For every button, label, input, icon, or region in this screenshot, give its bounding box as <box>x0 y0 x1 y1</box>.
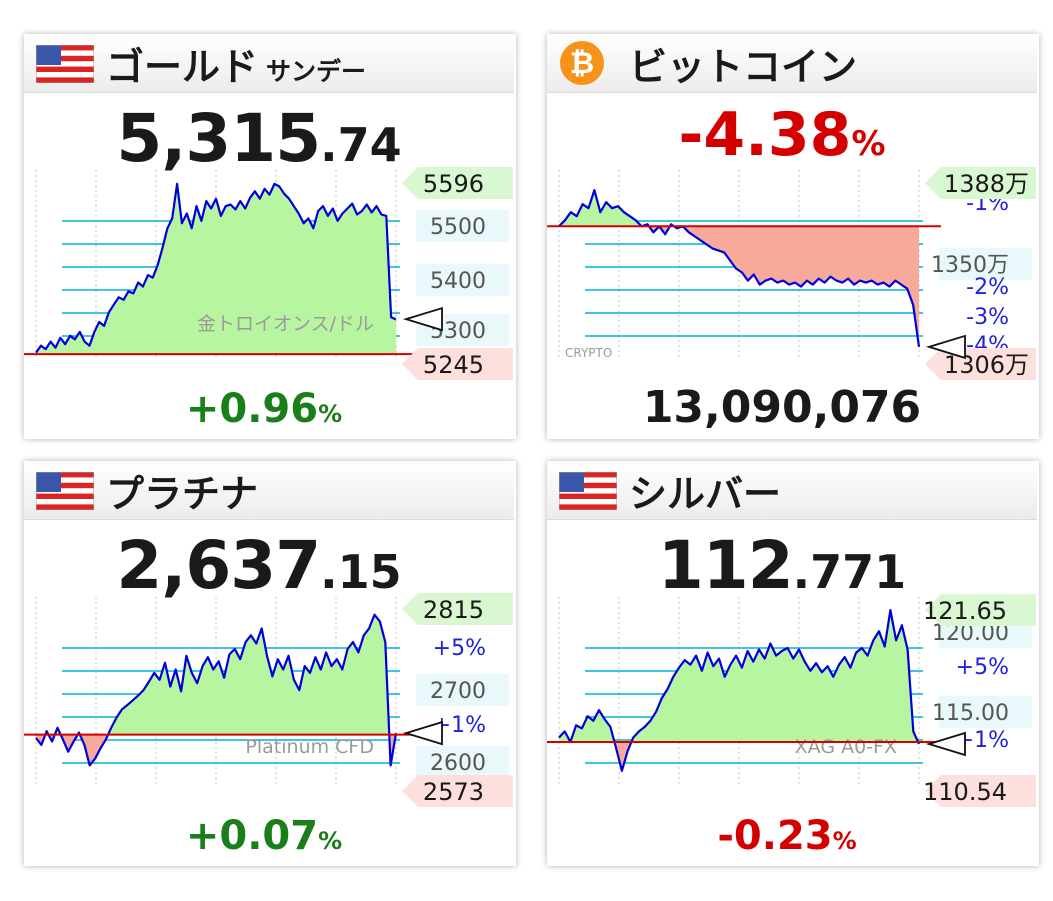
bitcoin-icon: ₿ <box>560 41 604 85</box>
silver-header: シルバー <box>547 461 1037 520</box>
tick-tag-bg <box>416 674 509 706</box>
gold-price-decimal: .74 <box>320 118 402 172</box>
high-tag-bg <box>925 167 1036 199</box>
bitcoin-title: ビットコイン <box>629 45 858 89</box>
platinum-panel[interactable]: プラチナ 2,637.15 Platinum CFD 2700 2600 +5% +1%… <box>24 461 516 866</box>
high-tag-bg <box>402 593 513 625</box>
bitcoin-change-unit: % <box>851 124 886 164</box>
chart-watermark: CRYPTO <box>565 346 612 360</box>
gold-change-unit: % <box>318 400 343 428</box>
platinum-change: +0.07% <box>24 813 504 859</box>
us-flag-icon <box>36 472 94 510</box>
platinum-price-decimal: .15 <box>320 545 402 599</box>
gold-panel[interactable]: ゴールド サンデー 5,315.74 金トロイオンス/ドル 5500 5400 5300… <box>24 34 516 439</box>
tick-label: 2600 <box>430 751 486 776</box>
high-label: 2815 <box>423 596 484 624</box>
tick-label: 2700 <box>430 679 486 704</box>
bitcoin-change-value: -4.38 <box>678 100 852 170</box>
chart-watermark: 金トロイオンス/ドル <box>197 313 374 335</box>
tick-label: 5400 <box>430 269 486 294</box>
chart-watermark: XAG A0-FX <box>795 736 897 758</box>
gold-change-value: +0.96 <box>185 386 319 432</box>
tick-tag-bg <box>416 746 509 778</box>
gold-change: +0.96% <box>24 386 504 432</box>
tick-label: 1350万 <box>931 253 1009 278</box>
high-tag-bg <box>925 594 1036 626</box>
current-price-pointer <box>402 306 443 332</box>
pct-label: -2% <box>966 275 1009 300</box>
tick-tag-bg <box>416 264 509 296</box>
high-label: 1388万 <box>944 170 1029 198</box>
gold-price-integer: 5,315 <box>116 100 321 177</box>
current-price-pointer <box>925 334 966 360</box>
area-fill-up <box>36 614 396 735</box>
tick-tag-bg <box>416 210 509 242</box>
pct-label: -3% <box>966 305 1009 330</box>
area-fill-up <box>36 183 396 355</box>
silver-change-value: -0.23 <box>717 813 833 859</box>
chart-watermark: Platinum CFD <box>245 736 374 758</box>
gold-price: 5,315.74 <box>24 100 494 177</box>
silver-price: 112.771 <box>547 527 1017 604</box>
tick-label: 5500 <box>430 215 486 240</box>
price-line <box>558 609 921 772</box>
us-flag-icon <box>559 472 617 510</box>
area-fill-down <box>559 226 919 347</box>
pct-label: +5% <box>433 636 486 661</box>
bitcoin-header: ₿ ビットコイン <box>547 34 1037 93</box>
gold-title: ゴールド サンデー <box>106 45 367 89</box>
platinum-price-integer: 2,637 <box>116 527 321 604</box>
platinum-change-unit: % <box>318 827 343 855</box>
area-fill-down <box>36 734 396 766</box>
low-label: 5245 <box>423 351 484 379</box>
area-fill-up <box>559 610 919 743</box>
gold-header: ゴールド サンデー <box>24 34 514 93</box>
silver-price-integer: 112 <box>657 527 794 604</box>
low-tag-bg <box>925 775 1036 807</box>
platinum-header: プラチナ <box>24 461 514 520</box>
low-tag-bg <box>402 348 513 380</box>
low-tag-bg <box>925 348 1036 380</box>
tick-tag-bg <box>939 696 1032 728</box>
price-line <box>35 613 398 767</box>
platinum-price: 2,637.15 <box>24 527 494 604</box>
high-label: 121.65 <box>923 597 1007 625</box>
gold-subtitle: サンデー <box>266 57 367 86</box>
current-price-pointer <box>402 720 443 746</box>
price-line <box>35 182 397 354</box>
low-label: 110.54 <box>923 778 1007 806</box>
silver-title: シルバー <box>629 472 782 516</box>
tick-label: 115.00 <box>932 701 1009 726</box>
silver-panel[interactable]: シルバー 112.771 XAG A0-FX 120.00 115.00 +5% +1%… <box>547 461 1039 866</box>
svg-text:₿: ₿ <box>570 46 594 81</box>
bitcoin-panel[interactable]: ₿ ビットコイン -4.38% CRYPTO 1350万 -1% -2% -3% -4% 1… <box>547 34 1039 439</box>
us-flag-icon <box>36 45 94 83</box>
low-tag-bg <box>402 775 513 807</box>
pct-label: +5% <box>956 655 1009 680</box>
tick-tag-bg <box>939 248 1032 280</box>
silver-change-unit: % <box>832 827 857 855</box>
bitcoin-value: 13,090,076 <box>642 382 922 433</box>
current-price-pointer <box>925 731 966 757</box>
platinum-change-value: +0.07 <box>185 813 319 859</box>
bitcoin-change: -4.38% <box>547 100 1017 170</box>
silver-change: -0.23% <box>547 813 1027 859</box>
high-tag-bg <box>402 167 513 199</box>
price-line <box>558 189 921 348</box>
silver-price-decimal: .771 <box>792 545 907 599</box>
low-label: 2573 <box>423 778 484 806</box>
high-label: 5596 <box>423 170 484 198</box>
platinum-title: プラチナ <box>106 472 259 516</box>
